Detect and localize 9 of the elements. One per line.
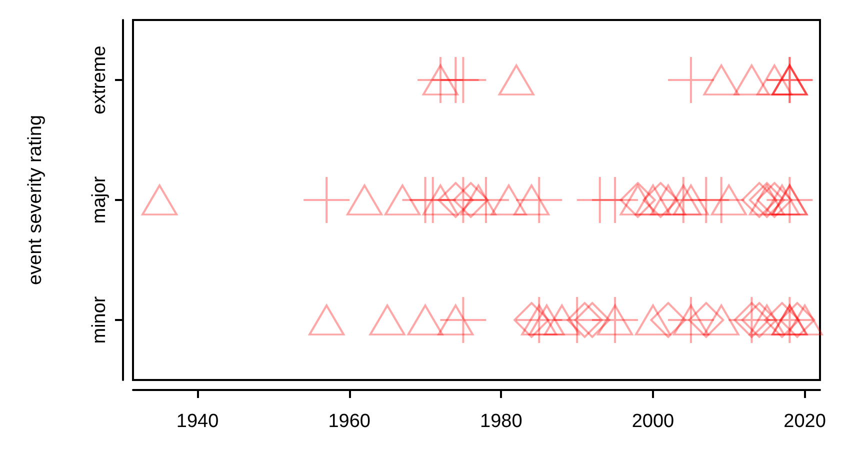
y-axis-title: event severity rating <box>25 114 46 286</box>
x-tick-label: 2020 <box>784 411 826 432</box>
y-tick-label: minor <box>89 296 110 344</box>
x-tick-label: 1940 <box>176 411 219 432</box>
x-tick-label: 2000 <box>632 411 674 432</box>
x-tick-label: 1980 <box>480 411 522 432</box>
x-tick-label: 1960 <box>328 411 370 432</box>
y-tick-label: extreme <box>89 46 110 114</box>
y-tick-label: major <box>89 176 110 224</box>
